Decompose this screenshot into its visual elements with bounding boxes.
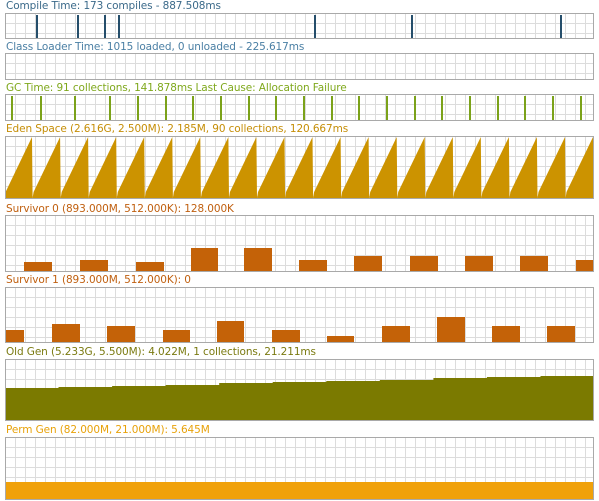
survivor-usage-block xyxy=(136,262,164,271)
graph-spike xyxy=(560,15,562,38)
old-gen-graph xyxy=(5,359,594,421)
gc-time-title: GC Time: 91 collections, 141.878ms Last … xyxy=(6,82,347,94)
survivor-1-title: Survivor 1 (893.000M, 512.000K): 0 xyxy=(6,274,191,286)
old-gen-panel: Old Gen (5.233G, 5.500M): 4.022M, 1 coll… xyxy=(0,346,599,422)
survivor-usage-block xyxy=(520,256,548,271)
survivor-usage-block xyxy=(5,330,24,342)
graph-border xyxy=(5,13,594,39)
class-loader-time-title: Class Loader Time: 1015 loaded, 0 unload… xyxy=(6,41,305,53)
survivor-usage-block xyxy=(492,326,520,342)
graph-spike xyxy=(358,96,360,120)
graph-border xyxy=(5,53,594,80)
survivor-usage-block xyxy=(465,256,493,271)
survivor-1-graph xyxy=(5,287,594,343)
perm-gen-usage-area xyxy=(5,482,594,499)
graph-spike xyxy=(331,96,333,120)
survivor-usage-block xyxy=(354,256,382,271)
gc-time-graph xyxy=(5,94,594,121)
grid-lines xyxy=(5,215,594,272)
graph-border xyxy=(5,215,594,272)
graph-spike xyxy=(580,96,582,120)
gc-time-panel: GC Time: 91 collections, 141.878ms Last … xyxy=(0,82,599,122)
survivor-0-graph xyxy=(5,215,594,272)
grid-lines xyxy=(5,437,594,500)
survivor-usage-block xyxy=(217,321,244,342)
compile-time-panel: Compile Time: 173 compiles - 887.508ms xyxy=(0,0,599,40)
perm-gen-title: Perm Gen (82.000M, 21.000M): 5.645M xyxy=(6,424,210,436)
graph-spike xyxy=(469,96,471,120)
perm-gen-graph xyxy=(5,437,594,500)
class-loader-time-graph xyxy=(5,53,594,80)
graph-spike xyxy=(74,96,76,120)
graph-spike xyxy=(303,96,305,120)
graph-spike xyxy=(441,96,443,120)
grid-lines xyxy=(5,53,594,80)
survivor-usage-block xyxy=(163,330,190,342)
survivor-0-panel: Survivor 0 (893.000M, 512.000K): 128.000… xyxy=(0,203,599,272)
old-gen-usage-area xyxy=(5,376,594,420)
survivor-usage-block xyxy=(80,260,108,271)
survivor-usage-block xyxy=(299,260,327,271)
graph-spike xyxy=(220,96,222,120)
graph-border xyxy=(5,287,594,343)
graph-spike xyxy=(275,96,277,120)
graph-spike xyxy=(11,96,13,120)
graph-spike xyxy=(524,96,526,120)
graph-spike xyxy=(77,15,79,38)
survivor-usage-block xyxy=(52,324,80,342)
graph-border xyxy=(5,437,594,500)
survivor-usage-block xyxy=(547,326,575,342)
perm-gen-panel: Perm Gen (82.000M, 21.000M): 5.645M xyxy=(0,424,599,501)
survivor-1-panel: Survivor 1 (893.000M, 512.000K): 0 xyxy=(0,274,599,344)
survivor-usage-block xyxy=(382,326,410,342)
graph-spike xyxy=(411,15,413,38)
survivor-usage-block xyxy=(437,317,465,342)
graph-spike xyxy=(314,15,316,38)
survivor-usage-block xyxy=(107,326,135,342)
survivor-usage-block xyxy=(24,262,52,271)
graph-spike xyxy=(137,96,139,120)
eden-space-panel: Eden Space (2.616G, 2.500M): 2.185M, 90 … xyxy=(0,123,599,200)
graph-spike xyxy=(552,96,554,120)
survivor-usage-block xyxy=(244,248,272,271)
survivor-0-title: Survivor 0 (893.000M, 512.000K): 128.000… xyxy=(6,203,234,215)
graph-spike xyxy=(165,96,167,120)
graph-border xyxy=(5,136,594,199)
graph-spike xyxy=(40,96,42,120)
graph-spike xyxy=(386,96,388,120)
survivor-usage-block xyxy=(410,256,438,271)
eden-usage-area xyxy=(5,137,594,198)
graph-spike xyxy=(109,96,111,120)
survivor-usage-block xyxy=(327,336,354,342)
graph-spike xyxy=(414,96,416,120)
graph-spike xyxy=(118,15,120,38)
eden-space-graph xyxy=(5,136,594,199)
graph-border xyxy=(5,94,594,121)
compile-time-title: Compile Time: 173 compiles - 887.508ms xyxy=(6,0,221,12)
class-loader-time-panel: Class Loader Time: 1015 loaded, 0 unload… xyxy=(0,41,599,81)
compile-time-graph xyxy=(5,13,594,39)
graph-border xyxy=(5,359,594,421)
graph-spike xyxy=(497,96,499,120)
survivor-usage-block xyxy=(272,330,300,342)
graph-spike xyxy=(192,96,194,120)
graph-spike xyxy=(36,15,38,38)
old-gen-title: Old Gen (5.233G, 5.500M): 4.022M, 1 coll… xyxy=(6,346,316,358)
survivor-usage-block xyxy=(576,260,594,271)
graph-spike xyxy=(248,96,250,120)
survivor-usage-block xyxy=(191,248,218,271)
graph-spike xyxy=(104,15,106,38)
eden-space-title: Eden Space (2.616G, 2.500M): 2.185M, 90 … xyxy=(6,123,349,135)
